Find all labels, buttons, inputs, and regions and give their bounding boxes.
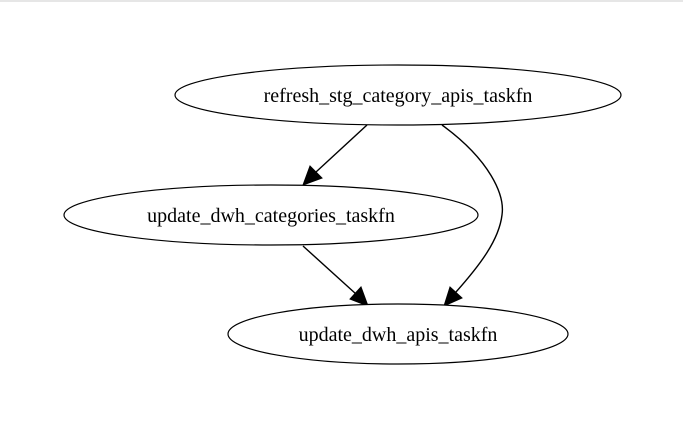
- edge-line: [302, 245, 357, 295]
- edge-refresh-to-apis: [441, 124, 504, 307]
- node-update-dwh-categories[interactable]: update_dwh_categories_taskfn: [63, 184, 479, 246]
- edge-categories-to-apis: [302, 245, 369, 307]
- node-label: update_dwh_categories_taskfn: [147, 205, 395, 227]
- arrowhead: [443, 286, 463, 307]
- top-divider: [0, 0, 683, 2]
- edge-refresh-to-categories: [302, 124, 368, 186]
- node-update-dwh-apis[interactable]: update_dwh_apis_taskfn: [227, 303, 569, 365]
- node-label: refresh_stg_category_apis_taskfn: [264, 85, 533, 107]
- arrowhead: [302, 165, 323, 186]
- node-ellipse: [174, 64, 622, 126]
- node-ellipse: [227, 303, 569, 365]
- arrowhead: [349, 286, 369, 307]
- node-refresh-stg-category-apis[interactable]: refresh_stg_category_apis_taskfn: [174, 64, 622, 126]
- edge-line: [315, 124, 368, 173]
- node-label: update_dwh_apis_taskfn: [299, 324, 498, 346]
- node-ellipse: [63, 184, 479, 246]
- edge-line: [441, 124, 504, 293]
